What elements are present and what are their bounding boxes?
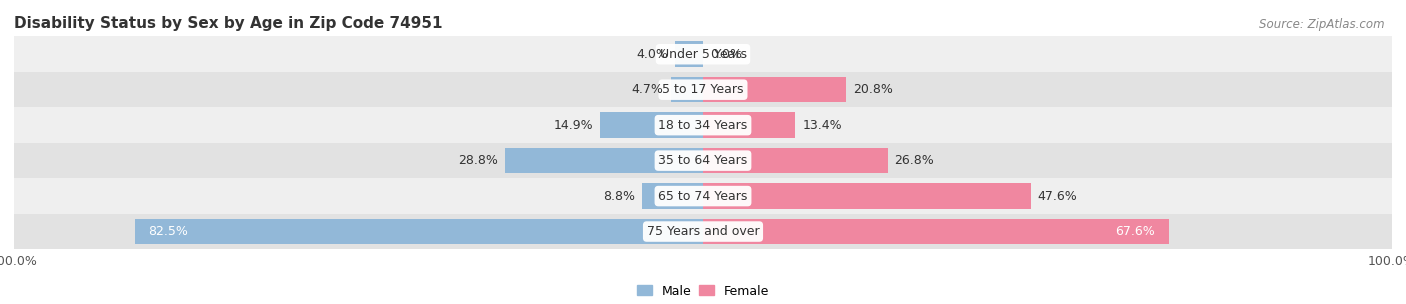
Bar xyxy=(14,143,1392,178)
Bar xyxy=(703,112,796,138)
Bar xyxy=(643,183,703,209)
Bar xyxy=(675,41,703,67)
Text: 26.8%: 26.8% xyxy=(894,154,934,167)
Text: 82.5%: 82.5% xyxy=(149,225,188,238)
Bar xyxy=(135,219,703,244)
Text: 4.7%: 4.7% xyxy=(631,83,664,96)
Text: 28.8%: 28.8% xyxy=(458,154,498,167)
Bar xyxy=(14,178,1392,214)
Bar xyxy=(14,36,1392,72)
Bar xyxy=(600,112,703,138)
Text: 35 to 64 Years: 35 to 64 Years xyxy=(658,154,748,167)
Text: 67.6%: 67.6% xyxy=(1115,225,1154,238)
Bar xyxy=(14,214,1392,249)
Text: 13.4%: 13.4% xyxy=(803,119,842,132)
Bar xyxy=(671,77,703,102)
Text: Under 5 Years: Under 5 Years xyxy=(659,48,747,61)
Text: 65 to 74 Years: 65 to 74 Years xyxy=(658,190,748,202)
Text: 14.9%: 14.9% xyxy=(554,119,593,132)
Bar xyxy=(703,183,1031,209)
Text: 4.0%: 4.0% xyxy=(637,48,669,61)
Bar xyxy=(703,77,846,102)
Bar xyxy=(14,107,1392,143)
Text: 20.8%: 20.8% xyxy=(853,83,893,96)
Text: 5 to 17 Years: 5 to 17 Years xyxy=(662,83,744,96)
Bar xyxy=(14,72,1392,107)
Text: Source: ZipAtlas.com: Source: ZipAtlas.com xyxy=(1260,18,1385,31)
Legend: Male, Female: Male, Female xyxy=(631,280,775,302)
Text: 47.6%: 47.6% xyxy=(1038,190,1077,202)
Text: 18 to 34 Years: 18 to 34 Years xyxy=(658,119,748,132)
Bar xyxy=(703,148,887,173)
Text: 75 Years and over: 75 Years and over xyxy=(647,225,759,238)
Bar xyxy=(703,219,1168,244)
Text: 8.8%: 8.8% xyxy=(603,190,636,202)
Text: Disability Status by Sex by Age in Zip Code 74951: Disability Status by Sex by Age in Zip C… xyxy=(14,16,443,31)
Text: 0.0%: 0.0% xyxy=(710,48,742,61)
Bar xyxy=(505,148,703,173)
